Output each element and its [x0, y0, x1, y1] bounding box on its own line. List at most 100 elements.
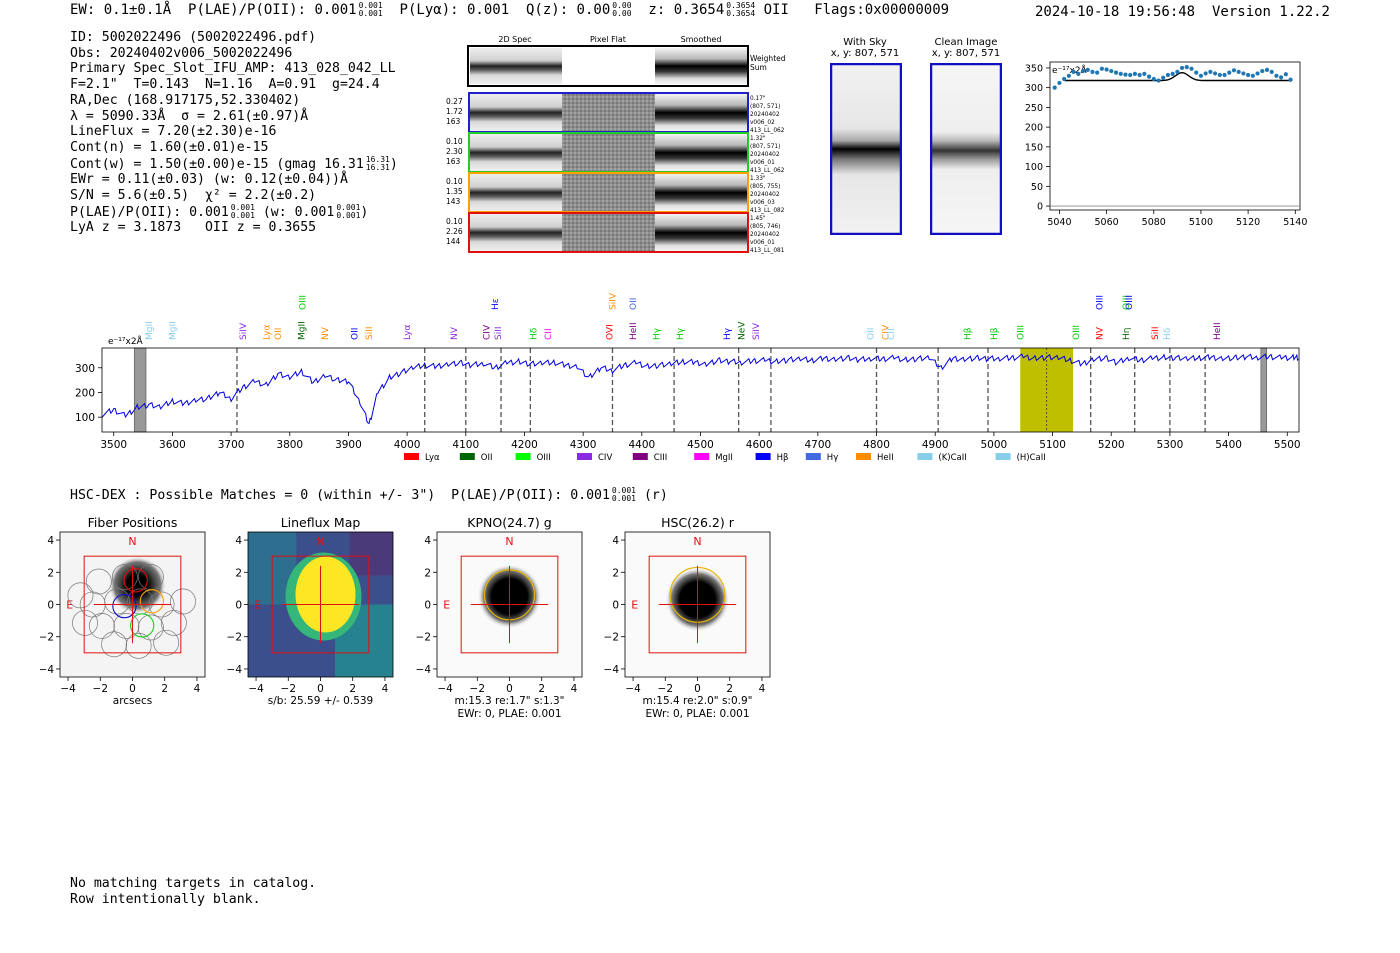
emission-line-label: Hδ — [529, 327, 539, 340]
z-line: OII — [763, 2, 789, 18]
emission-line-label: HeII — [629, 322, 639, 340]
zoom-fit-line — [1064, 71, 1291, 82]
footer-line-2: Row intentionally blank. — [70, 891, 261, 907]
flags-value: Flags:0x00000009 — [814, 2, 950, 18]
panel-title: Fiber Positions — [88, 515, 178, 530]
spectrum-x-tick-label: 5400 — [1215, 439, 1242, 451]
panel-y-tick-label: 4 — [47, 535, 54, 547]
fiber-cutout-right-label: 413_LL_062 — [750, 168, 785, 174]
panel-y-tick-label: −4 — [416, 664, 432, 676]
zoom-data-point — [1194, 70, 1199, 75]
zoom-data-point — [1203, 71, 1208, 76]
panel-title: Lineflux Map — [281, 515, 361, 530]
svg-text:NeV: NeV — [738, 321, 748, 340]
panel-y-tick-label: −2 — [604, 632, 619, 644]
emission-line-label: Lyα — [403, 324, 413, 340]
info-id: ID: 5002022496 (5002022496.pdf) — [70, 30, 317, 45]
svg-text:NV: NV — [450, 326, 460, 340]
image-panel: N E −4 −4 −2 −2 0 0 2 2 4 4 HSC(26.2) r m:15.4 re:2.0… — [604, 515, 771, 720]
zoom-x-tick-label: 5080 — [1142, 217, 1166, 228]
svg-text:CIV: CIV — [598, 453, 612, 463]
svg-text:Hγ: Hγ — [723, 327, 733, 340]
emission-line-label: Hβ — [964, 327, 974, 340]
panel-x-tick-label: 2 — [349, 683, 356, 695]
zoom-data-point — [1227, 70, 1232, 75]
spectrum-x-tick-label: 5300 — [1157, 439, 1184, 451]
emission-line-label: CIV — [881, 324, 891, 340]
legend-entry: MgII — [694, 453, 733, 463]
zoom-data-point — [1222, 72, 1227, 78]
info-contn: Cont(n) = 1.60(±0.01)e-15 — [70, 139, 269, 155]
panel-x-tick-label: −4 — [60, 683, 76, 695]
zoom-data-point — [1217, 72, 1222, 78]
fiber-cutout-left-label: 1.35 — [446, 187, 463, 196]
svg-text:MgII: MgII — [168, 321, 178, 340]
zoom-data-point — [1274, 73, 1279, 78]
svg-text:Hγ: Hγ — [676, 327, 686, 340]
emission-line-label: OIII — [299, 295, 309, 310]
zoom-data-point — [1123, 72, 1128, 77]
zoom-y-tick-label: 0 — [1037, 202, 1043, 213]
panel-y-tick-label: 0 — [612, 600, 619, 612]
zoom-data-point — [1062, 76, 1067, 82]
datetime: 2024-10-18 19:56:48 — [1034, 4, 1196, 20]
svg-text:OIII: OIII — [537, 453, 551, 463]
with-sky-title: With Sky x, y: 807, 571 — [830, 37, 900, 59]
svg-text:CIV: CIV — [482, 324, 492, 340]
panel-y-tick-label: 2 — [612, 567, 619, 579]
zoom-data-point — [1118, 71, 1123, 76]
emission-line-label: SiII — [1151, 326, 1161, 340]
legend-entry: (H)CaII — [995, 453, 1046, 463]
fiber-cutout-right-label: 20240402 — [750, 192, 780, 198]
info-sn: S/N = 5.6(±0.5) χ² = 2.2(±0.2) — [70, 188, 317, 204]
zoom-data-point — [1246, 72, 1251, 78]
panel-sublabel: EWr: 0, PLAE: 0.001 — [645, 708, 749, 720]
legend-entry: Hγ — [805, 453, 838, 463]
zoom-data-point — [1151, 76, 1156, 82]
emission-line-label: Hγ — [723, 327, 733, 340]
svg-text:HeII: HeII — [877, 453, 894, 463]
svg-text:OII: OII — [481, 453, 493, 463]
zoom-y-tick-label: 300 — [1025, 83, 1043, 94]
svg-text:SiIV: SiIV — [609, 292, 619, 310]
emission-line-label: SiIV — [752, 322, 762, 340]
spectrum-x-tick-label: 5000 — [981, 439, 1008, 451]
zoom-data-point — [1179, 65, 1185, 71]
svg-text:OIII: OIII — [299, 295, 309, 310]
east-label: E — [66, 599, 73, 612]
svg-text:MgII: MgII — [145, 321, 155, 340]
zoom-y-tick-label: 50 — [1031, 182, 1043, 193]
north-label: N — [505, 535, 513, 548]
svg-text:OII: OII — [629, 298, 639, 310]
zoom-x-tick-label: 5060 — [1095, 217, 1119, 228]
fiber-cutout-right-label: v006_01 — [750, 160, 775, 166]
fiber-cutout-right-label: 20240402 — [750, 232, 780, 238]
svg-text:CIV: CIV — [881, 324, 891, 340]
fiber-cutout-border — [468, 212, 749, 253]
fiber-cutout-left-label: 144 — [446, 237, 461, 246]
panel-x-tick-label: 0 — [694, 683, 701, 695]
emission-line-label: OIII — [1125, 295, 1135, 310]
zoom-data-point — [1250, 73, 1255, 78]
fiber-cutout-right-label: v006_02 — [750, 120, 775, 126]
emission-line-label: OIII — [1016, 325, 1026, 340]
panel-y-tick-label: 4 — [424, 535, 431, 547]
header-meta: 2024-10-18 19:56:48 Version 1.22.2 — [1035, 4, 1330, 20]
fiber-cutout-right-label: 20240402 — [750, 112, 780, 118]
panel-y-tick-label: 2 — [424, 567, 431, 579]
zoom-data-point — [1279, 75, 1284, 80]
info-contw: Cont(w) = 1.50(±0.00)e-15 (gmag 16.31 16.… — [70, 154, 398, 172]
fiber-cutout-left-label: 0.27 — [446, 97, 463, 106]
panel-x-tick-label: −2 — [93, 683, 108, 695]
panel-y-tick-label: 4 — [612, 535, 619, 547]
fiber-cutouts: 2D Spec Pixel Flat Smoothed Weighted Sum… — [446, 35, 786, 254]
svg-text:Hβ: Hβ — [777, 453, 789, 463]
emission-line-label: OII — [629, 298, 639, 310]
emission-line-label: SiIV — [239, 322, 249, 340]
svg-text:Hγ: Hγ — [827, 453, 838, 463]
panel-x-tick-label: −4 — [625, 683, 641, 695]
svg-text:Hβ: Hβ — [964, 327, 974, 340]
fiber-cutout-right-label: (805, 755) — [750, 184, 780, 190]
east-label: E — [631, 599, 638, 612]
legend-entry: HeII — [856, 453, 894, 463]
